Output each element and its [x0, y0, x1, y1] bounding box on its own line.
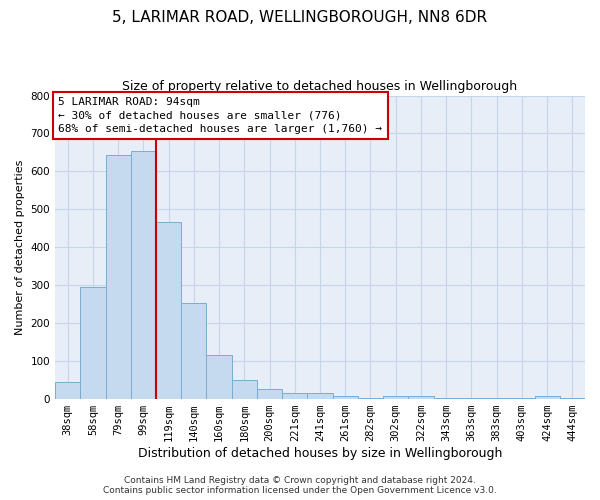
Bar	[509, 398, 535, 399]
X-axis label: Distribution of detached houses by size in Wellingborough: Distribution of detached houses by size …	[138, 447, 502, 460]
Text: Contains HM Land Registry data © Crown copyright and database right 2024.
Contai: Contains HM Land Registry data © Crown c…	[103, 476, 497, 495]
Bar	[257, 389, 282, 399]
Text: 5, LARIMAR ROAD, WELLINGBOROUGH, NN8 6DR: 5, LARIMAR ROAD, WELLINGBOROUGH, NN8 6DR	[112, 10, 488, 25]
Text: 5 LARIMAR ROAD: 94sqm
← 30% of detached houses are smaller (776)
68% of semi-det: 5 LARIMAR ROAD: 94sqm ← 30% of detached …	[58, 98, 382, 134]
Bar	[484, 398, 509, 399]
Bar	[383, 396, 409, 399]
Bar	[55, 382, 80, 399]
Bar	[307, 394, 332, 399]
Bar	[434, 398, 459, 399]
Bar	[358, 398, 383, 399]
Bar	[181, 304, 206, 399]
Bar	[560, 398, 585, 399]
Bar	[156, 222, 181, 399]
Bar	[206, 356, 232, 399]
Bar	[459, 398, 484, 399]
Bar	[106, 155, 131, 399]
Title: Size of property relative to detached houses in Wellingborough: Size of property relative to detached ho…	[122, 80, 518, 93]
Bar	[332, 396, 358, 399]
Bar	[131, 150, 156, 399]
Bar	[232, 380, 257, 399]
Bar	[409, 396, 434, 399]
Bar	[535, 396, 560, 399]
Y-axis label: Number of detached properties: Number of detached properties	[15, 160, 25, 335]
Bar	[282, 394, 307, 399]
Bar	[80, 287, 106, 399]
